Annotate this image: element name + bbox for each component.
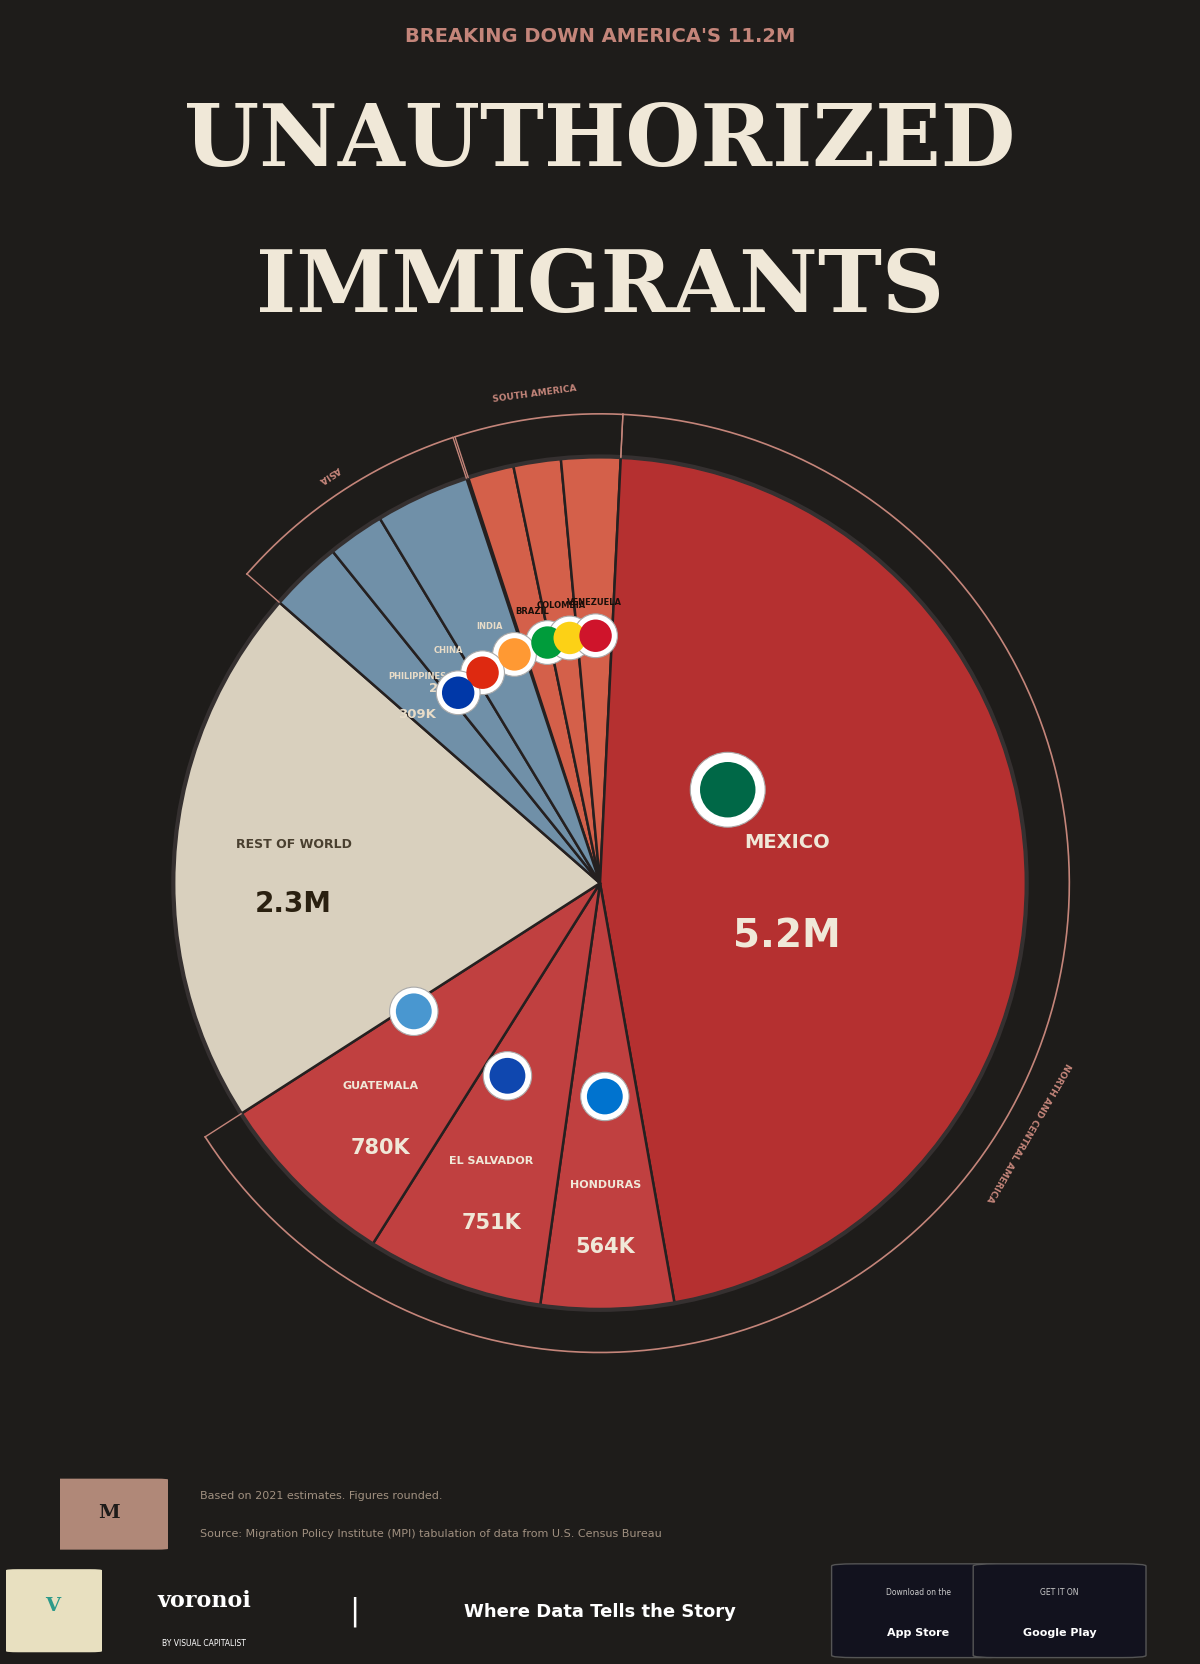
Circle shape [548, 617, 592, 661]
FancyBboxPatch shape [973, 1564, 1146, 1657]
Text: 751K: 751K [462, 1213, 521, 1233]
Text: M: M [97, 1504, 120, 1521]
Text: MEXICO: MEXICO [744, 832, 830, 852]
Text: GET IT ON: GET IT ON [1040, 1587, 1079, 1596]
Wedge shape [514, 459, 600, 884]
Circle shape [490, 1058, 526, 1093]
Wedge shape [560, 458, 620, 884]
Circle shape [580, 621, 612, 652]
Text: Source: Migration Policy Institute (MPI) tabulation of data from U.S. Census Bur: Source: Migration Policy Institute (MPI)… [200, 1528, 662, 1538]
Text: Where Data Tells the Story: Where Data Tells the Story [464, 1602, 736, 1619]
Text: 2.3M: 2.3M [256, 890, 332, 917]
Text: voronoi: voronoi [157, 1589, 251, 1611]
Wedge shape [372, 884, 600, 1306]
Circle shape [574, 614, 618, 659]
Text: 241K: 241K [430, 682, 467, 696]
Text: 195K: 195K [514, 642, 551, 656]
Text: INDIA: INDIA [476, 622, 503, 631]
Text: Based on 2021 estimates. Figures rounded.: Based on 2021 estimates. Figures rounded… [200, 1491, 443, 1501]
Text: App Store: App Store [887, 1627, 949, 1637]
FancyBboxPatch shape [6, 1569, 102, 1652]
Wedge shape [280, 551, 600, 884]
Text: EL SALVADOR: EL SALVADOR [449, 1156, 534, 1166]
Text: BRAZIL: BRAZIL [515, 607, 550, 616]
Text: 5.2M: 5.2M [733, 917, 841, 955]
FancyBboxPatch shape [832, 1564, 1004, 1657]
Text: Google Play: Google Play [1022, 1627, 1097, 1637]
Circle shape [396, 993, 432, 1030]
Text: PHILIPPINES: PHILIPPINES [388, 671, 446, 681]
Text: 309K: 309K [398, 707, 436, 721]
Text: Download on the: Download on the [886, 1587, 950, 1596]
Text: COLOMBIA: COLOMBIA [536, 601, 586, 609]
Circle shape [498, 639, 530, 671]
Circle shape [437, 672, 480, 716]
Wedge shape [468, 466, 600, 884]
Circle shape [700, 762, 756, 819]
Circle shape [390, 987, 438, 1037]
Circle shape [442, 677, 474, 709]
Text: UNAUTHORIZED: UNAUTHORIZED [185, 100, 1015, 183]
Text: 201K: 201K [542, 637, 580, 651]
Wedge shape [173, 602, 600, 1115]
Text: VENEZUELA: VENEZUELA [566, 597, 622, 607]
Text: 400K: 400K [470, 659, 509, 671]
Circle shape [484, 1052, 532, 1100]
Circle shape [467, 657, 499, 689]
Text: BY VISUAL CAPITALIST: BY VISUAL CAPITALIST [162, 1637, 246, 1647]
Text: 564K: 564K [576, 1236, 636, 1256]
Text: CHINA: CHINA [433, 646, 463, 654]
Text: GUATEMALA: GUATEMALA [343, 1080, 419, 1090]
FancyBboxPatch shape [49, 1479, 168, 1549]
Text: 251K: 251K [576, 634, 613, 647]
Text: 780K: 780K [350, 1138, 410, 1158]
Wedge shape [540, 884, 674, 1310]
Text: NORTH AND CENTRAL AMERICA: NORTH AND CENTRAL AMERICA [985, 1060, 1073, 1203]
Text: ASIA: ASIA [317, 464, 342, 486]
Text: REST OF WORLD: REST OF WORLD [235, 837, 352, 850]
Circle shape [553, 622, 586, 654]
Wedge shape [332, 519, 600, 884]
Circle shape [690, 752, 766, 827]
Circle shape [492, 632, 536, 677]
Circle shape [526, 621, 569, 666]
Circle shape [581, 1073, 629, 1122]
Circle shape [587, 1078, 623, 1115]
Text: IMMIGRANTS: IMMIGRANTS [256, 246, 944, 329]
Circle shape [461, 651, 504, 696]
Wedge shape [600, 458, 1027, 1303]
Text: BREAKING DOWN AMERICA'S 11.2M: BREAKING DOWN AMERICA'S 11.2M [404, 27, 796, 45]
Wedge shape [241, 884, 600, 1245]
Text: |: | [349, 1596, 359, 1626]
Text: V: V [46, 1596, 60, 1614]
Wedge shape [379, 479, 600, 884]
Circle shape [532, 627, 564, 659]
Text: SOUTH AMERICA: SOUTH AMERICA [492, 383, 577, 403]
Text: HONDURAS: HONDURAS [570, 1180, 641, 1190]
